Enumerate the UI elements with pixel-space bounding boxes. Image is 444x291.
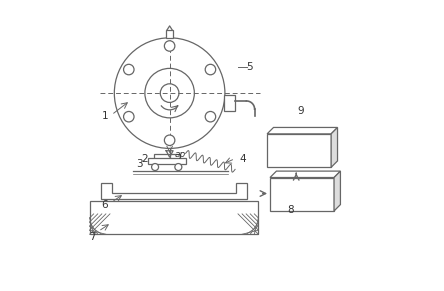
Text: 3: 3 <box>136 159 143 169</box>
Circle shape <box>175 164 182 171</box>
Text: 8: 8 <box>287 205 293 214</box>
Circle shape <box>160 84 179 102</box>
Circle shape <box>114 38 225 148</box>
Bar <box>224 95 235 111</box>
Bar <box>90 201 258 234</box>
Circle shape <box>123 64 134 75</box>
Polygon shape <box>331 127 337 167</box>
Text: 4: 4 <box>239 154 246 164</box>
Circle shape <box>164 41 175 51</box>
Text: 7: 7 <box>89 232 96 242</box>
Bar <box>148 158 186 164</box>
Circle shape <box>151 164 159 171</box>
Polygon shape <box>267 127 337 134</box>
Text: ap: ap <box>174 150 186 159</box>
Polygon shape <box>334 171 341 211</box>
Bar <box>270 178 334 211</box>
Text: 2: 2 <box>142 154 148 164</box>
Bar <box>267 134 331 167</box>
Polygon shape <box>101 183 247 199</box>
Circle shape <box>205 64 216 75</box>
Circle shape <box>145 68 194 118</box>
Text: 1: 1 <box>102 111 109 121</box>
Text: 9: 9 <box>297 106 304 116</box>
Text: 6: 6 <box>101 200 107 210</box>
Circle shape <box>164 135 175 146</box>
Bar <box>166 30 173 38</box>
Polygon shape <box>270 171 341 178</box>
Circle shape <box>205 111 216 122</box>
Bar <box>154 154 180 159</box>
Text: 5: 5 <box>246 62 253 72</box>
Circle shape <box>123 111 134 122</box>
